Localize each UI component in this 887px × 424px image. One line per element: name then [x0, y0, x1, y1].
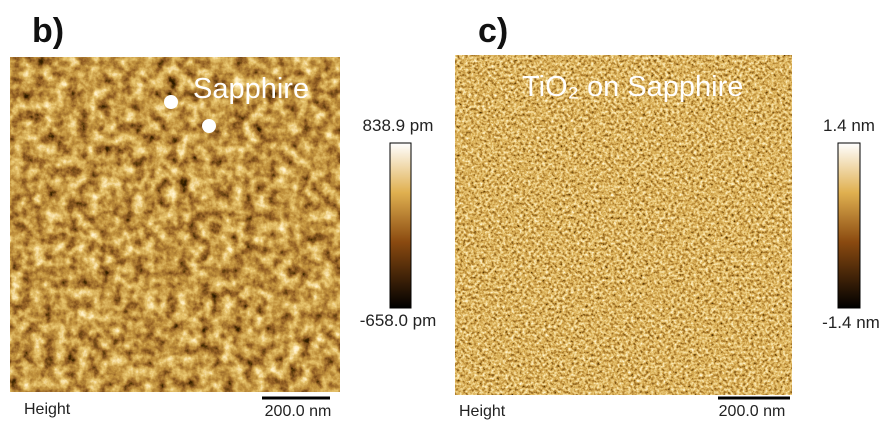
panel-b: b) Sapphire 838.9 pm -658.0 pm Height 20… [10, 12, 436, 420]
panel-label: c) [478, 12, 508, 50]
scale-bar-label: 200.0 nm [265, 403, 332, 420]
colorbar [837, 142, 861, 309]
scale-bar-label: 200.0 nm [719, 403, 786, 420]
colorbar-min: -1.4 nm [822, 313, 880, 332]
afm-image [10, 57, 340, 392]
marker [202, 119, 216, 133]
panel-label: b) [32, 12, 64, 50]
colorbar-max: 838.9 pm [363, 116, 434, 135]
channel-label: Height [24, 401, 71, 418]
channel-label: Height [459, 403, 506, 420]
marker [164, 95, 178, 109]
afm-image [455, 55, 792, 395]
colorbar-min: -658.0 pm [360, 311, 437, 330]
image-title: Sapphire [193, 73, 309, 105]
image-title: TiO₂ on Sapphire [522, 71, 743, 103]
colorbar [389, 142, 412, 309]
panel-c: c) TiO₂ on Sapphire 1.4 nm -1.4 nm Heigh… [455, 12, 880, 420]
colorbar-max: 1.4 nm [823, 116, 875, 135]
